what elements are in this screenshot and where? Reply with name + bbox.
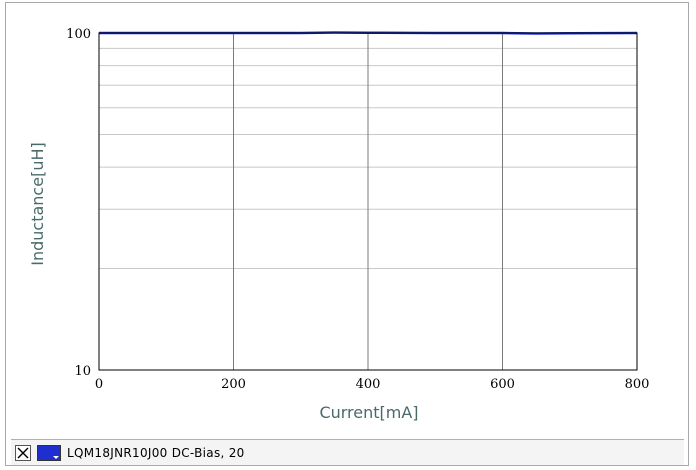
x-tick-label: 600 xyxy=(490,377,515,392)
x-tick-label: 200 xyxy=(221,377,246,392)
grid xyxy=(99,33,637,370)
y-tick-label: 100 xyxy=(66,27,91,42)
y-tick-label: 10 xyxy=(74,364,91,379)
x-tick-label: 400 xyxy=(356,377,381,392)
x-tick-label: 0 xyxy=(95,377,103,392)
x-tick-label: 800 xyxy=(625,377,650,392)
legend-color-swatch[interactable] xyxy=(37,444,61,461)
plot-border xyxy=(98,32,638,371)
dropdown-arrow-icon xyxy=(53,455,59,459)
close-icon xyxy=(17,447,29,458)
legend-bar: LQM18JNR10J00 DC-Bias, 20 xyxy=(11,439,684,465)
x-axis-title: Current[mA] xyxy=(319,403,418,422)
tick-labels: 0 200 400 600 800 10 100 xyxy=(66,27,649,392)
legend-label: LQM18JNR10J00 DC-Bias, 20 xyxy=(67,445,245,460)
legend-close-button[interactable] xyxy=(15,444,31,461)
chart-frame xyxy=(5,2,689,466)
y-axis-title: Inductance[uH] xyxy=(28,142,47,265)
